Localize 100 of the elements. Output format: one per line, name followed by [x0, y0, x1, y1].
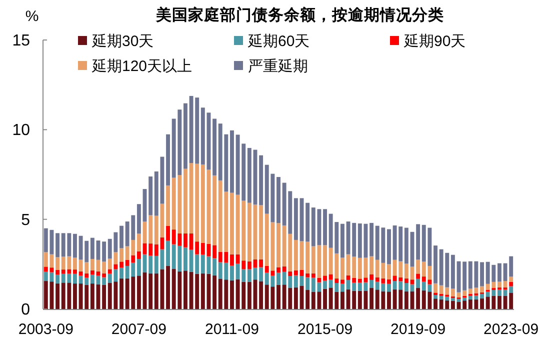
bar	[497, 296, 502, 309]
bar	[102, 284, 106, 309]
bar	[294, 275, 298, 288]
bar	[212, 118, 217, 176]
bar	[434, 246, 438, 284]
bar	[73, 258, 77, 270]
bar	[247, 269, 252, 282]
bar	[416, 288, 420, 309]
bar	[434, 298, 438, 309]
bar	[276, 177, 280, 224]
bar	[294, 198, 298, 240]
bar	[450, 288, 455, 296]
bar	[120, 268, 124, 278]
bar	[183, 234, 188, 248]
bar	[323, 280, 327, 289]
bar	[370, 274, 374, 280]
bar	[323, 288, 327, 309]
bar	[462, 300, 467, 309]
bar	[212, 175, 217, 246]
bar	[73, 274, 77, 284]
bar	[136, 234, 141, 252]
x-tick-label: 2003-09	[18, 321, 74, 338]
y-tick-label: 15	[12, 32, 30, 50]
bar	[497, 290, 502, 296]
bar	[166, 185, 170, 226]
bar	[462, 298, 467, 301]
bar	[136, 251, 141, 259]
bar	[120, 262, 124, 268]
bar	[212, 258, 217, 276]
chart-title: 美国家庭部门债务余额，按逾期情况分类	[155, 5, 444, 24]
bar	[212, 245, 217, 258]
bar	[73, 270, 77, 274]
bar	[306, 273, 310, 278]
bar	[462, 290, 467, 296]
bar	[480, 286, 484, 292]
x-tick-label: 2007-09	[111, 321, 166, 338]
bar	[56, 257, 60, 270]
bar	[306, 290, 310, 309]
bar	[183, 103, 188, 169]
bar	[323, 276, 327, 281]
bar	[416, 274, 420, 279]
x-tick-label: 2023-09	[484, 321, 539, 338]
bar	[120, 278, 124, 309]
bar	[166, 266, 170, 309]
bar	[56, 274, 60, 284]
bar	[142, 243, 147, 254]
bar	[434, 283, 438, 293]
bar	[387, 229, 391, 264]
y-tick-label: 0	[21, 302, 30, 318]
bar	[102, 262, 106, 274]
bar	[102, 242, 106, 262]
bar	[120, 226, 124, 248]
bar	[73, 234, 77, 258]
bar	[416, 224, 420, 260]
bar	[108, 269, 112, 274]
bar	[306, 277, 310, 290]
bar	[259, 205, 264, 260]
bar	[148, 273, 153, 309]
bar	[410, 280, 414, 284]
bar	[56, 233, 60, 258]
bar	[247, 202, 252, 262]
bar	[340, 224, 344, 258]
bar	[404, 264, 408, 278]
bar	[148, 215, 153, 244]
y-axis-title: %	[25, 8, 39, 25]
bar	[96, 276, 100, 284]
bar	[462, 262, 467, 290]
bar	[136, 276, 141, 309]
bar	[340, 284, 344, 292]
x-tick-label: 2011-09	[205, 321, 259, 338]
bar	[230, 280, 234, 309]
bar	[276, 284, 280, 309]
bar	[90, 284, 94, 309]
bar	[450, 300, 455, 309]
bar	[148, 244, 153, 256]
bar	[56, 283, 60, 309]
bar	[317, 278, 322, 282]
bar	[370, 222, 374, 256]
bar	[276, 267, 280, 273]
bar	[276, 272, 280, 285]
bar	[434, 292, 438, 296]
bar	[247, 282, 252, 309]
bar	[90, 274, 94, 284]
bar	[114, 264, 118, 270]
bar	[136, 258, 141, 276]
bar	[212, 275, 217, 309]
bar	[387, 279, 391, 284]
bar	[148, 176, 153, 216]
bar	[230, 266, 234, 280]
bar	[259, 155, 264, 206]
bar	[230, 254, 234, 266]
bar	[497, 263, 502, 282]
bar	[148, 256, 153, 274]
bar	[90, 238, 94, 259]
x-tick-label: 2015-09	[297, 321, 353, 338]
bar	[404, 291, 408, 309]
bar	[230, 130, 234, 193]
bar	[259, 281, 264, 309]
bar	[387, 264, 391, 280]
bar	[120, 248, 124, 262]
